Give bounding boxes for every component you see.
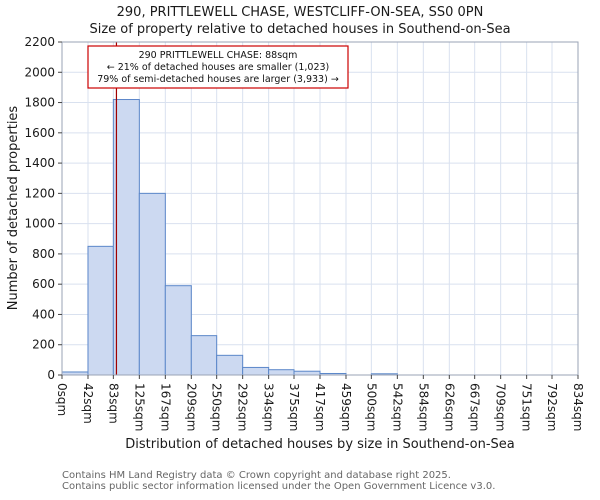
x-tick-label: 584sqm	[416, 383, 430, 431]
y-tick-label: 400	[32, 307, 55, 321]
x-tick-label: 751sqm	[520, 383, 534, 431]
y-tick-label: 200	[32, 338, 55, 352]
x-tick-label: 834sqm	[571, 383, 585, 431]
histogram-bar	[138, 192, 166, 376]
y-axis-title: Number of detached properties	[6, 105, 21, 311]
histogram-bar	[216, 354, 244, 376]
y-tick-label: 0	[47, 368, 55, 382]
x-tick-label: 83sqm	[106, 383, 120, 424]
y-tick-label: 1800	[24, 96, 55, 110]
x-tick-label: 792sqm	[545, 383, 559, 431]
footer-line2: Contains public sector information licen…	[62, 481, 496, 492]
histogram-bar	[190, 335, 218, 376]
y-tick-label: 1000	[24, 217, 55, 231]
x-tick-label: 417sqm	[313, 383, 327, 431]
x-tick-label: 542sqm	[390, 383, 404, 431]
histogram-bar	[112, 99, 140, 376]
x-tick-label: 667sqm	[468, 383, 482, 431]
x-tick-label: 500sqm	[364, 383, 378, 431]
annotation-line-3: 79% of semi-detached houses are larger (…	[97, 74, 339, 85]
y-tick-label: 1400	[24, 156, 55, 170]
chart-title-line1: 290, PRITTLEWELL CHASE, WESTCLIFF-ON-SEA…	[116, 5, 484, 20]
x-tick-label: 209sqm	[184, 383, 198, 431]
x-tick-label: 42sqm	[81, 383, 95, 424]
chart-title-line2: Size of property relative to detached ho…	[89, 22, 511, 37]
y-tick-label: 2000	[24, 65, 55, 79]
annotation-line-1: 290 PRITTLEWELL CHASE: 88sqm	[139, 50, 298, 61]
x-tick-label: 167sqm	[158, 383, 172, 431]
x-tick-label: 334sqm	[262, 383, 276, 431]
histogram-bar	[242, 366, 270, 376]
attribution-footer: Contains HM Land Registry data © Crown c…	[62, 470, 495, 492]
y-tick-label: 1600	[24, 126, 55, 140]
y-tick-label: 600	[32, 277, 55, 291]
annotation-box	[87, 45, 349, 89]
y-tick-label: 1200	[24, 186, 55, 200]
footer-line1: Contains HM Land Registry data © Crown c…	[62, 470, 451, 481]
histogram-bar	[87, 245, 114, 376]
histogram-bar	[164, 285, 192, 376]
y-tick-label: 2200	[24, 35, 55, 49]
annotation-line-2: ← 21% of detached houses are smaller (1,…	[107, 62, 330, 73]
x-axis-title: Distribution of detached houses by size …	[125, 437, 515, 452]
x-tick-label: 125sqm	[132, 383, 146, 431]
x-tick-label: 250sqm	[210, 383, 224, 431]
histogram-bar	[293, 370, 321, 376]
x-tick-label: 709sqm	[494, 383, 508, 431]
x-tick-label: 459sqm	[339, 383, 353, 431]
x-tick-label: 375sqm	[287, 383, 301, 431]
y-tick-label: 800	[32, 247, 55, 261]
histogram-bar	[268, 369, 295, 376]
x-tick-label: 0sqm	[55, 383, 69, 416]
x-tick-label: 292sqm	[236, 383, 250, 431]
x-tick-label: 626sqm	[442, 383, 456, 431]
